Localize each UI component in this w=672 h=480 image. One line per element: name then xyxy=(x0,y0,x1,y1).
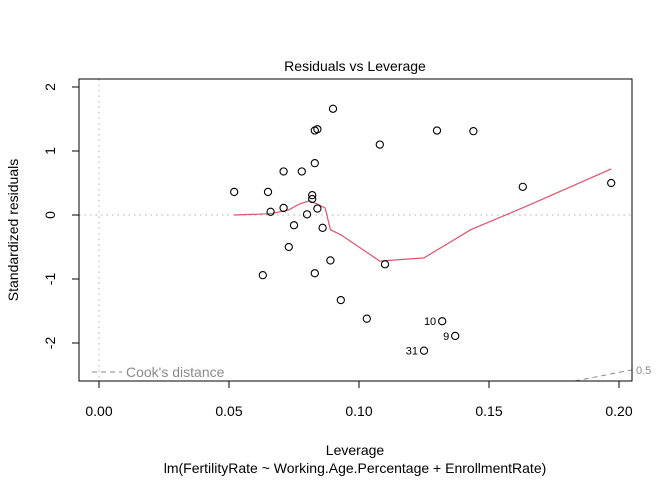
data-point xyxy=(451,331,460,341)
x-tick-label: 0.15 xyxy=(475,403,502,419)
y-axis: -2 -1 0 1 2 xyxy=(42,83,80,350)
x-tick-label: 0.20 xyxy=(605,403,632,419)
x-tick-label: 0.10 xyxy=(345,403,372,419)
data-point xyxy=(230,187,239,197)
data-point xyxy=(289,221,299,230)
data-point xyxy=(419,346,429,355)
data-point xyxy=(266,207,275,216)
data-point xyxy=(318,223,327,232)
smoother-line xyxy=(234,168,612,262)
x-tick-label: 0.05 xyxy=(215,403,242,419)
point-label: 31 xyxy=(406,346,418,358)
data-point xyxy=(258,271,267,280)
cooks-contour-line xyxy=(574,369,633,382)
model-formula-subtitle: lm(FertilityRate ~ Working.Age.Percentag… xyxy=(164,460,547,476)
cooks-contour-label: 0.5 xyxy=(636,365,651,377)
data-point xyxy=(263,187,273,197)
data-point xyxy=(326,256,335,265)
data-point xyxy=(297,167,306,176)
plot-frame xyxy=(78,78,633,382)
data-point xyxy=(310,159,319,168)
y-tick-label: 1 xyxy=(42,147,58,155)
chart-title: Residuals vs Leverage xyxy=(284,58,426,74)
data-point xyxy=(380,260,390,269)
x-tick-label: 0.00 xyxy=(85,403,112,419)
data-point xyxy=(313,204,322,213)
data-point xyxy=(279,167,288,176)
data-point xyxy=(308,191,317,200)
data-point xyxy=(313,125,322,134)
data-point xyxy=(362,314,371,323)
y-tick-label: -1 xyxy=(42,273,58,286)
data-point xyxy=(308,194,317,204)
data-point xyxy=(432,126,442,135)
data-point xyxy=(336,295,345,305)
data-point xyxy=(284,242,293,252)
point-label: 9 xyxy=(443,331,449,343)
data-point xyxy=(302,210,312,219)
data-point xyxy=(328,104,338,113)
x-axis: 0.00 0.05 0.10 0.15 0.20 xyxy=(85,380,633,419)
data-points: 31 10 9 xyxy=(230,104,616,358)
data-point xyxy=(279,203,288,213)
data-point xyxy=(310,269,319,278)
data-point xyxy=(607,178,616,188)
cooks-distance-contour xyxy=(574,369,633,382)
y-axis-label: Standardized residuals xyxy=(5,159,21,301)
data-point xyxy=(375,140,384,149)
x-axis-label: Leverage xyxy=(326,442,385,458)
y-tick-label: -2 xyxy=(42,337,58,350)
data-point xyxy=(469,127,478,136)
point-label: 10 xyxy=(424,316,436,328)
smoother-path xyxy=(234,168,612,262)
y-tick-label: 0 xyxy=(42,211,58,219)
y-tick-label: 2 xyxy=(42,83,58,91)
data-point xyxy=(518,182,527,191)
data-point xyxy=(438,317,447,326)
legend-cooks-distance: Cook's distance xyxy=(126,364,225,380)
